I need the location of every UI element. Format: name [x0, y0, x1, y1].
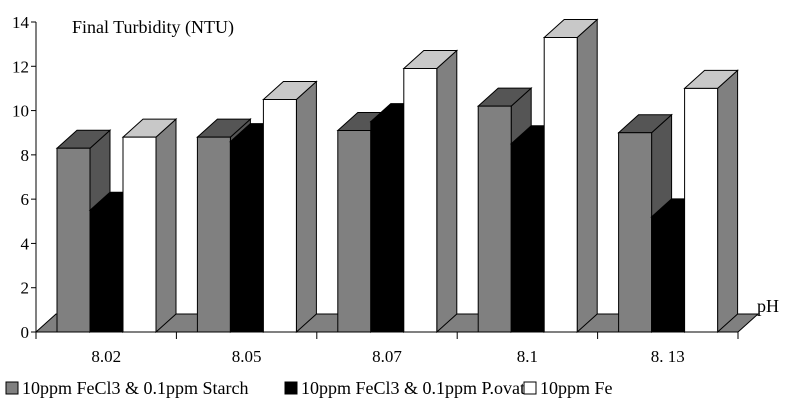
y-tick-label: 14 — [12, 13, 30, 32]
bar-side — [436, 49, 458, 334]
bar-4-2 — [683, 69, 739, 334]
x-tick-label: 8.1 — [517, 347, 538, 366]
bar-side — [717, 69, 739, 334]
x-axis-title: pH — [757, 296, 779, 316]
legend-swatch — [284, 381, 298, 395]
bar-front — [56, 147, 91, 333]
chart-axes: 0 2 4 6 8 10 12 14 8.02 8.05 8.07 8.1 8. 13 — [12, 13, 739, 366]
bar-3-2 — [542, 18, 599, 334]
legend-label: 10ppm Fe — [540, 378, 613, 398]
x-tick-label: 8.05 — [232, 347, 262, 366]
bar-front — [229, 141, 264, 333]
x-tick-label: 8.02 — [91, 347, 121, 366]
y-tick-label: 6 — [21, 190, 30, 209]
bar-front — [618, 132, 653, 333]
bar-front — [510, 143, 545, 333]
y-tick-label: 2 — [21, 279, 30, 298]
bar-side — [295, 80, 317, 334]
legend-swatch — [5, 381, 19, 395]
bar-front — [122, 136, 157, 333]
x-tick-label: 8.07 — [372, 347, 402, 366]
chart-title: Final Turbidity (NTU) — [72, 17, 234, 38]
legend-swatch — [523, 381, 537, 395]
y-tick-label: 0 — [21, 323, 30, 342]
y-tick-label: 8 — [21, 146, 30, 165]
bar-front — [89, 209, 124, 333]
bar-front — [543, 37, 578, 333]
bar-front — [651, 216, 686, 333]
legend-label: 10ppm FeCl3 & 0.1ppm Starch — [22, 378, 249, 398]
bar-front — [370, 121, 405, 333]
legend: 10ppm FeCl3 & 0.1ppm Starch 10ppm FeCl3 &… — [5, 378, 613, 398]
chart-bars — [55, 18, 739, 334]
bar-2-2 — [402, 49, 459, 334]
y-tick-label: 4 — [21, 234, 30, 253]
bar-front — [337, 130, 372, 333]
bar-0-2 — [121, 118, 178, 334]
bar-side — [155, 118, 177, 334]
bar-front — [684, 87, 719, 333]
legend-label: 10ppm FeCl3 & 0.1ppm P.ovata — [301, 378, 533, 398]
bar-side — [576, 18, 598, 334]
bar-front — [196, 136, 231, 333]
y-tick-label: 12 — [12, 57, 29, 76]
bar-front — [262, 99, 297, 333]
bar-front — [477, 105, 512, 333]
bar-1-2 — [262, 80, 318, 334]
bar-front — [403, 68, 438, 333]
x-tick-label: 8. 13 — [651, 347, 685, 366]
y-tick-label: 10 — [12, 102, 29, 121]
